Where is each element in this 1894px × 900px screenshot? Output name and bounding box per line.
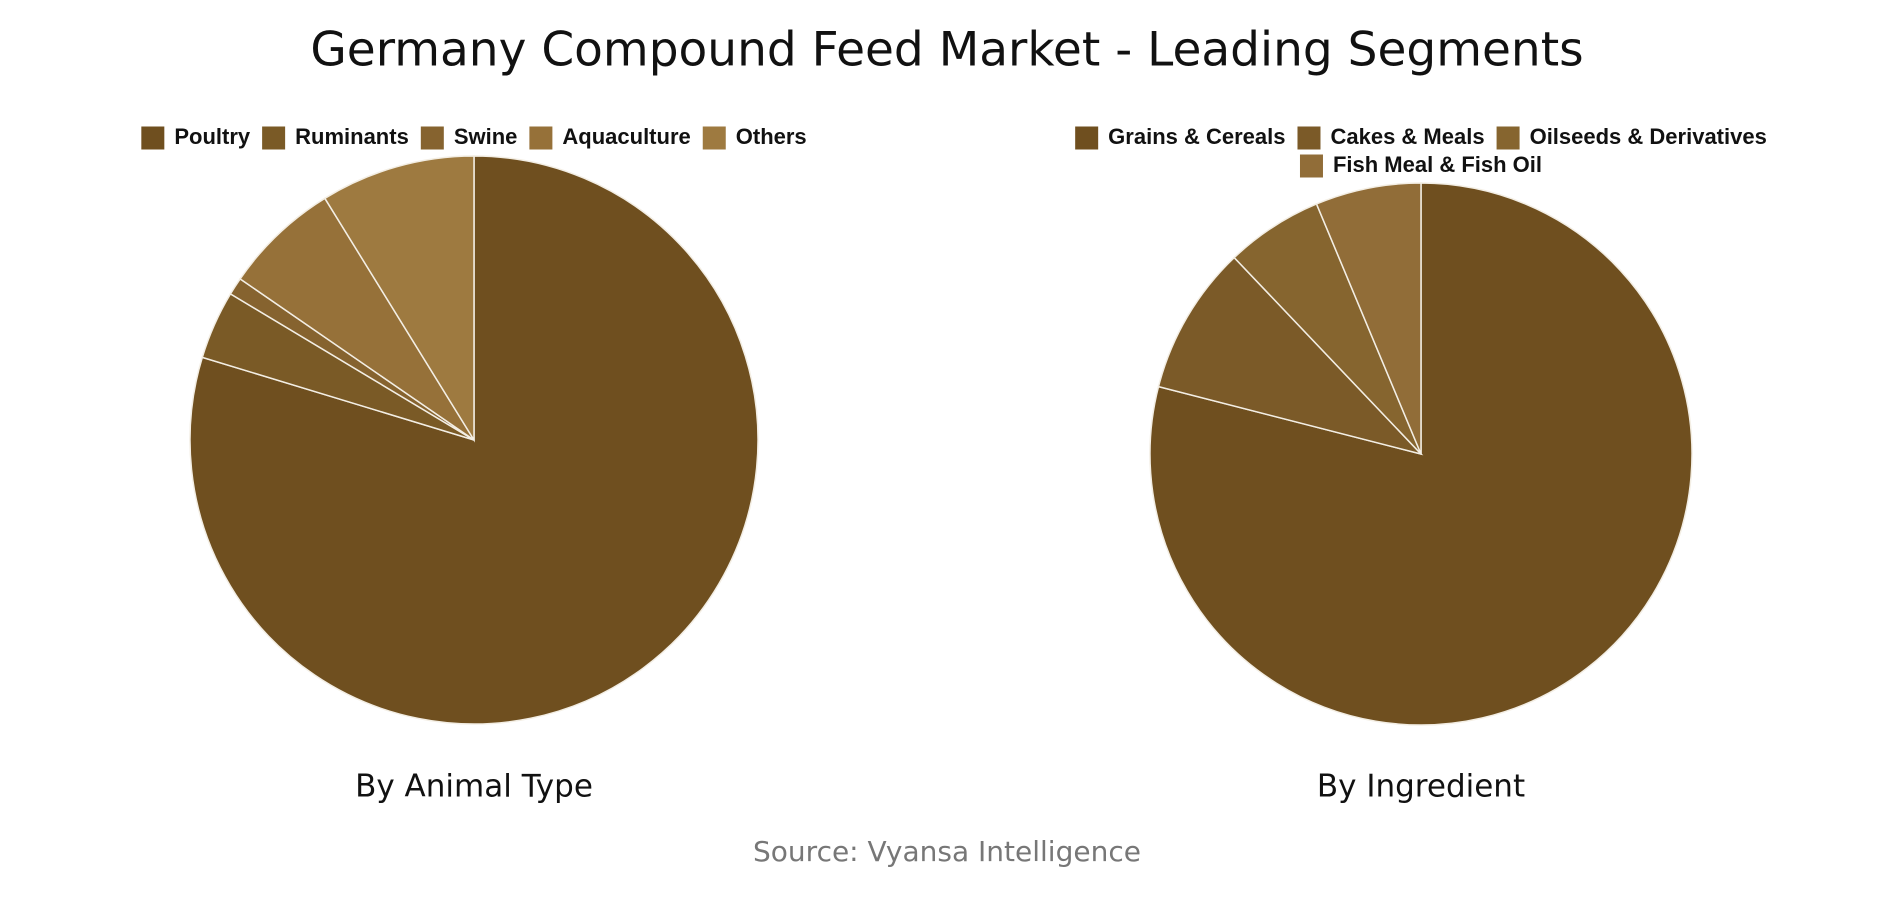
legend-swatch [1299, 154, 1323, 178]
pie-slice [239, 197, 475, 441]
pie-title: By Animal Type [355, 769, 593, 805]
legend-swatch [1297, 126, 1321, 150]
pie-slice [1149, 182, 1693, 726]
legend-label: Oilseeds & Derivatives [1530, 124, 1767, 149]
legend-label: Grains & Cereals [1108, 124, 1285, 149]
pie-title: By Ingredient [1317, 769, 1525, 805]
chart-title: Germany Compound Feed Market - Leading S… [310, 23, 1583, 78]
legend-swatch [702, 126, 726, 150]
legend-label: Ruminants [295, 124, 409, 149]
legend-label: Others [736, 124, 807, 149]
legend-swatch [420, 126, 444, 150]
pie-slice [1315, 182, 1422, 455]
legend-swatch [141, 126, 165, 150]
pie-slice [323, 155, 475, 443]
pie-slice [1157, 256, 1424, 456]
legend-swatch [529, 126, 553, 150]
legend-label: Aquaculture [562, 124, 690, 149]
legend-label: Swine [454, 124, 518, 149]
legend-swatch [1496, 126, 1520, 150]
legend-label: Cakes & Meals [1330, 124, 1484, 149]
legend-label: Fish Meal & Fish Oil [1333, 152, 1542, 177]
legend-swatch [262, 126, 286, 150]
legend-swatch [1075, 126, 1099, 150]
source: Source: Vyansa Intelligence [753, 835, 1141, 868]
legend-label: Poultry [174, 124, 251, 149]
